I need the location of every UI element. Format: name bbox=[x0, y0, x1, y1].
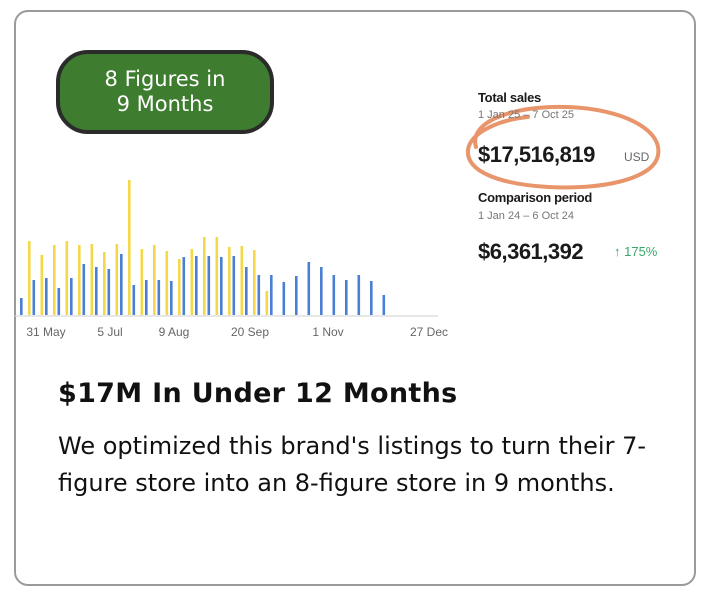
chart-bar-comparison bbox=[195, 256, 198, 315]
badge-text: 8 Figures in 9 Months bbox=[104, 67, 226, 116]
chart-bar-current bbox=[78, 245, 81, 315]
chart-bar-current bbox=[265, 291, 269, 315]
chart-bar-comparison bbox=[332, 275, 336, 315]
chart-bar-current bbox=[190, 249, 194, 315]
x-tick-label: 20 Sep bbox=[231, 325, 269, 339]
chart-bar-current bbox=[178, 259, 181, 315]
chart-bar-comparison bbox=[182, 257, 186, 315]
chart-bar-comparison bbox=[345, 280, 348, 315]
chart-bar-comparison bbox=[32, 280, 36, 315]
chart-bar-current bbox=[65, 241, 69, 315]
chart-bar-comparison bbox=[120, 254, 123, 315]
chart-bar-comparison bbox=[20, 298, 23, 315]
chart-bar-current bbox=[215, 237, 219, 315]
chart-bar-comparison bbox=[70, 278, 73, 315]
x-tick-label: 9 Aug bbox=[159, 325, 190, 339]
chart-bar-comparison bbox=[232, 256, 236, 315]
growth-percentage: ↑ 175% bbox=[614, 244, 658, 259]
comparison-period-label: Comparison period bbox=[478, 190, 593, 205]
total-sales-label: Total sales bbox=[478, 90, 541, 105]
chart-bar-comparison bbox=[95, 267, 98, 315]
chart-bar-current bbox=[103, 252, 106, 315]
chart-bar-comparison bbox=[207, 256, 211, 315]
chart-bar-current bbox=[28, 241, 31, 315]
comparison-period-range: 1 Jan 24 – 6 Oct 24 bbox=[478, 210, 575, 222]
chart-bar-comparison bbox=[170, 281, 173, 315]
chart-bar-current bbox=[53, 245, 56, 315]
hand-drawn-circle-annotation bbox=[465, 104, 661, 190]
chart-bar-comparison bbox=[307, 262, 311, 315]
chart-bar-comparison bbox=[145, 280, 148, 315]
chart-bar-current bbox=[90, 244, 94, 315]
headline: $17M In Under 12 Months bbox=[58, 378, 458, 409]
chart-bar-comparison bbox=[320, 267, 323, 315]
chart-bar-current bbox=[140, 249, 144, 315]
chart-bar-current bbox=[128, 180, 131, 315]
chart-bar-comparison bbox=[282, 282, 286, 315]
chart-bar-comparison bbox=[220, 257, 223, 315]
chart-bar-comparison bbox=[257, 275, 261, 315]
chart-bar-comparison bbox=[107, 269, 111, 315]
x-tick-label: 5 Jul bbox=[97, 325, 122, 339]
chart-bar-comparison bbox=[45, 278, 48, 315]
chart-bar-comparison bbox=[357, 275, 361, 315]
total-sales-currency: USD bbox=[624, 150, 650, 164]
x-tick-label: 1 Nov bbox=[312, 325, 343, 339]
total-sales-range: 1 Jan 25 – 7 Oct 25 bbox=[478, 109, 575, 121]
x-tick-label: 27 Dec bbox=[410, 325, 448, 339]
results-badge: 8 Figures in 9 Months bbox=[56, 50, 274, 134]
chart-bar-current bbox=[115, 244, 119, 315]
description-text: We optimized this brand's listings to tu… bbox=[58, 432, 646, 497]
chart-bar-comparison bbox=[82, 264, 86, 315]
comparison-period-value: $6,361,392 bbox=[478, 239, 584, 264]
chart-bar-comparison bbox=[370, 281, 373, 315]
chart-bar-current bbox=[153, 245, 156, 315]
chart-bar-comparison bbox=[382, 295, 386, 315]
chart-bar-current bbox=[40, 255, 44, 315]
sales-bar-chart: 31 May 5 Jul 9 Aug 20 Sep 1 Nov 27 Dec bbox=[14, 180, 448, 339]
chart-bar-current bbox=[240, 246, 244, 315]
chart-bar-comparison bbox=[270, 275, 273, 315]
chart-bar-current bbox=[253, 250, 256, 315]
chart-bar-comparison bbox=[245, 267, 248, 315]
chart-bar-comparison bbox=[157, 280, 161, 315]
chart-bar-comparison bbox=[57, 288, 61, 315]
chart-bar-current bbox=[203, 237, 206, 315]
chart-bar-current bbox=[165, 251, 169, 315]
chart-bar-comparison bbox=[295, 276, 298, 315]
total-sales-value: $17,516,819 bbox=[478, 142, 595, 167]
chart-bar-comparison bbox=[132, 285, 136, 315]
x-tick-label: 31 May bbox=[26, 325, 65, 339]
chart-bar-current bbox=[228, 247, 231, 315]
